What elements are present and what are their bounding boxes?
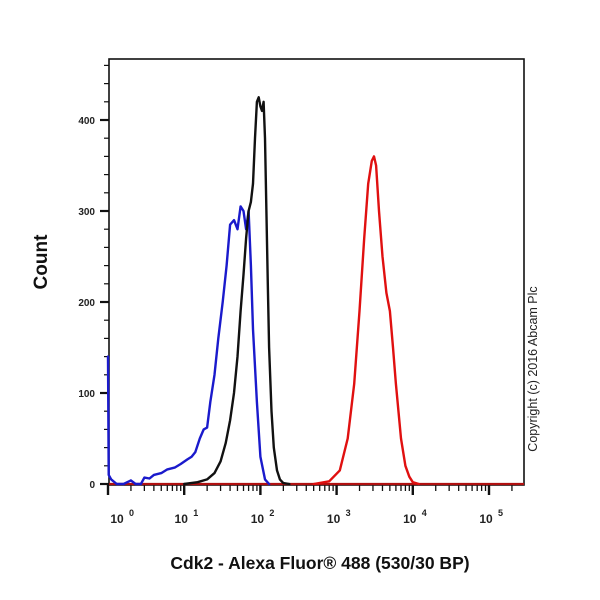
svg-text:10: 10 (479, 512, 493, 526)
histogram-series-2 (312, 155, 420, 486)
y-tick-label: 100 (78, 389, 95, 400)
x-tick-label: 10 2 (251, 508, 275, 526)
y-tick-label: 400 (78, 116, 95, 127)
svg-text:10: 10 (327, 512, 341, 526)
x-axis-label: Cdk2 - Alexa Fluor® 488 (530/30 BP) (170, 553, 470, 573)
x-axis: 10 0 10 1 10 2 10 3 10 4 10 5 (106, 485, 513, 526)
svg-text:10: 10 (251, 512, 265, 526)
x-tick-label: 10 0 (110, 508, 134, 526)
copyright-notice: Copyright (c) 2016 Abcam Plc (526, 286, 540, 452)
y-tick-label: 200 (78, 298, 95, 309)
svg-text:10: 10 (175, 512, 189, 526)
svg-text:2: 2 (269, 508, 274, 518)
plot-border (108, 58, 525, 486)
series-layer (106, 96, 524, 486)
svg-text:5: 5 (498, 508, 503, 518)
x-tick-label: 10 1 (175, 508, 199, 526)
y-axis-label: Count (31, 234, 52, 290)
svg-text:4: 4 (422, 508, 427, 518)
y-tick-label: 300 (78, 207, 95, 218)
x-tick-label: 10 3 (327, 508, 351, 526)
svg-text:0: 0 (129, 508, 134, 518)
y-axis: 0 100 200 300 400 (78, 64, 109, 491)
x-tick-label: 10 5 (479, 508, 503, 526)
y-tick-label: 0 (89, 480, 95, 491)
svg-text:3: 3 (346, 508, 351, 518)
svg-text:1: 1 (193, 508, 198, 518)
svg-text:10: 10 (403, 512, 417, 526)
plot-frame (108, 58, 525, 486)
svg-text:10: 10 (110, 512, 124, 526)
histogram-series-1 (182, 96, 291, 486)
x-tick-label: 10 4 (403, 508, 427, 526)
